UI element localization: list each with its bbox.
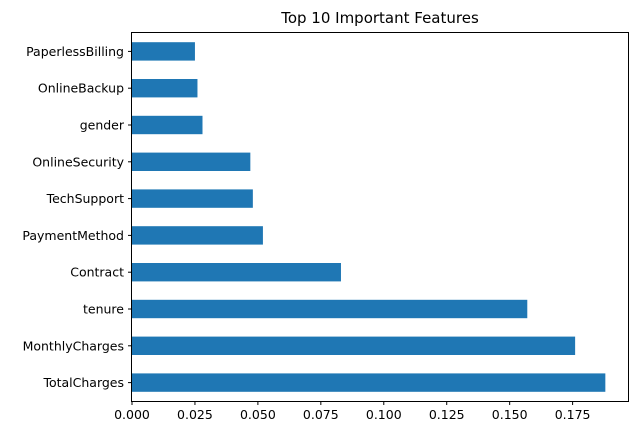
bar-contract <box>132 263 341 282</box>
y-tick-label: OnlineBackup <box>38 81 124 96</box>
y-tick-label: PaperlessBilling <box>26 44 124 59</box>
bars-layer <box>132 42 606 392</box>
y-tick-label: PaymentMethod <box>22 228 124 243</box>
y-tick-label: Contract <box>70 265 124 280</box>
x-tick-label: 0.025 <box>177 407 213 422</box>
bar-paperlessbilling <box>132 42 195 61</box>
bar-tenure <box>132 299 528 319</box>
y-tick-label: TechSupport <box>46 191 125 206</box>
bar-techsupport <box>132 189 253 208</box>
bar-paymentmethod <box>132 226 263 245</box>
bar-onlinebackup <box>132 79 198 98</box>
chart-title: Top 10 Important Features <box>280 9 479 27</box>
y-tick-label: MonthlyCharges <box>23 338 124 353</box>
plot-frame <box>131 32 629 402</box>
bar-onlinesecurity <box>132 152 251 171</box>
y-tick-label: tenure <box>83 302 124 317</box>
x-tick-label: 0.150 <box>492 407 528 422</box>
y-tick-label: gender <box>80 118 125 133</box>
x-tick-label: 0.100 <box>366 407 402 422</box>
x-tick-label: 0.175 <box>555 407 591 422</box>
x-tick-label: 0.050 <box>240 407 276 422</box>
y-axis: TotalCharges MonthlyCharges tenure Contract… <box>22 44 132 390</box>
y-tick-label: OnlineSecurity <box>32 154 124 169</box>
bar-totalcharges <box>132 373 606 392</box>
x-tick-label: 0.125 <box>429 407 465 422</box>
x-axis: 0.000 0.025 0.050 0.075 0.100 0.125 0.150 0.175 <box>114 401 591 422</box>
bar-monthlycharges <box>132 336 576 355</box>
x-tick-label: 0.000 <box>114 407 150 422</box>
y-tick-label: TotalCharges <box>42 375 124 390</box>
x-tick-label: 0.075 <box>303 407 339 422</box>
bar-gender <box>132 115 203 135</box>
